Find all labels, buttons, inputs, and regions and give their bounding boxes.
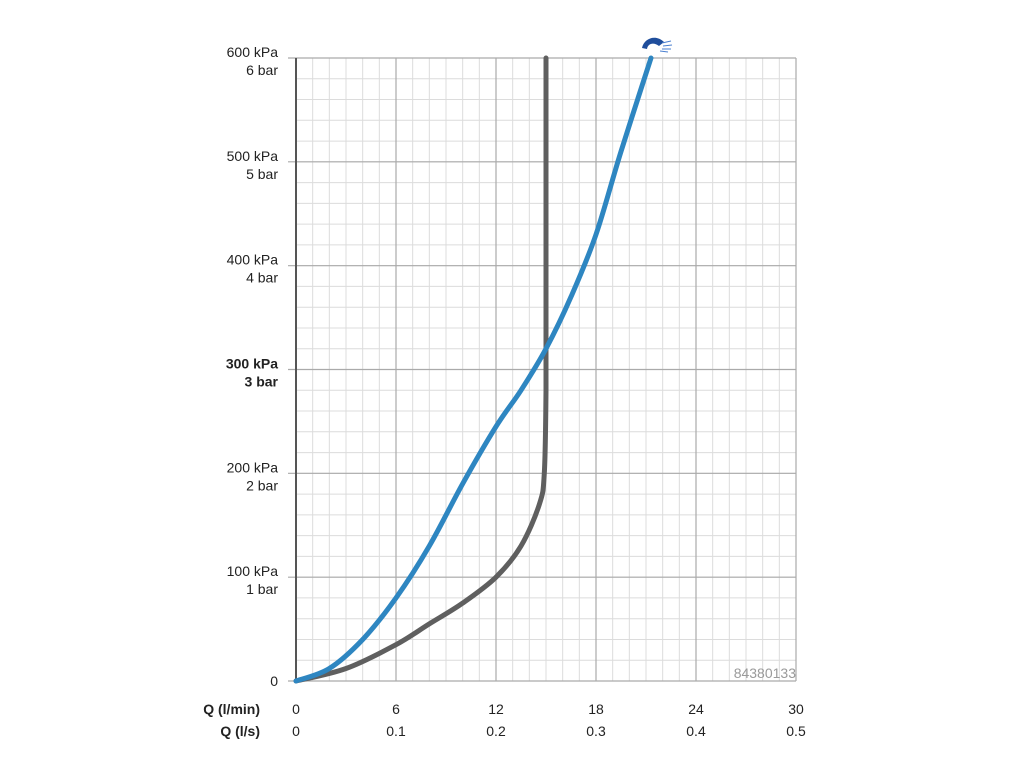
x-tick-label: 18	[588, 701, 604, 717]
x-tick-label: 24	[688, 701, 704, 717]
y-tick-label-bar: 1 bar	[246, 581, 278, 597]
y-axis-labels: 0 100 kPa 1 bar 200 kPa 2 bar 300 kPa 3 bar 400…	[226, 44, 279, 689]
x-tick-label: 0.1	[386, 723, 406, 739]
y-tick-label: 200 kPa	[227, 459, 279, 475]
x-tick-label: 0.3	[586, 723, 606, 739]
series-layer	[293, 55, 654, 684]
series-line-gray	[293, 55, 549, 684]
y-tick-label-bar: 5 bar	[246, 166, 278, 182]
y-tick-label-bar: 2 bar	[246, 477, 278, 493]
x-axis-labels: Q (l/min) 0 6 12 18 24 30 Q (l/s) 0 0.1 0.2 0.3 0.4 0…	[203, 701, 806, 739]
x-tick-label: 0.2	[486, 723, 506, 739]
x-axis-row-label: Q (l/s)	[220, 723, 260, 739]
y-tick-label-bar: 6 bar	[246, 62, 278, 78]
y-tick-label: 300 kPa	[226, 356, 278, 372]
product-code-label: 84380133	[734, 665, 797, 681]
x-tick-label: 0	[292, 701, 300, 717]
x-tick-label: 0.4	[686, 723, 706, 739]
y-tick-label: 600 kPa	[227, 44, 279, 60]
x-axis-row-label: Q (l/min)	[203, 701, 260, 717]
x-tick-label: 30	[788, 701, 804, 717]
y-tick-label: 400 kPa	[227, 252, 279, 268]
major-grid	[288, 57, 797, 682]
y-tick-label: 100 kPa	[227, 563, 279, 579]
x-tick-label: 0.5	[786, 723, 806, 739]
shower-head-icon	[642, 37, 673, 53]
y-tick-label-bar: 4 bar	[246, 270, 278, 286]
y-tick-label-bar: 3 bar	[245, 374, 279, 390]
y-tick-label: 500 kPa	[227, 148, 279, 164]
y-tick-label: 0	[270, 673, 278, 689]
x-tick-label: 6	[392, 701, 400, 717]
series-line-blue	[293, 55, 654, 684]
x-tick-label: 0	[292, 723, 300, 739]
x-tick-label: 12	[488, 701, 504, 717]
